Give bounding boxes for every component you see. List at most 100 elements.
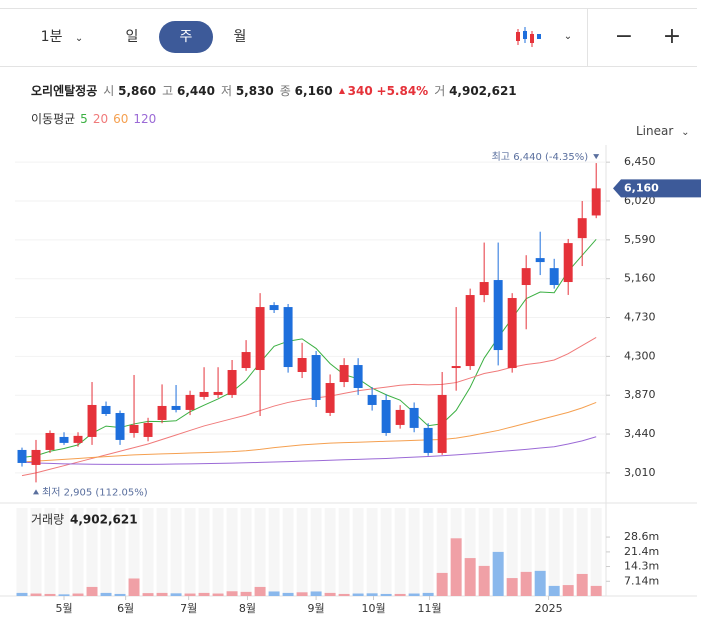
candle-body [591, 188, 601, 216]
volume-column-bg [380, 508, 392, 596]
quote-label: 저 [220, 84, 232, 98]
volume-bar [114, 593, 126, 596]
low-annotation: 최저 2,905 (112.05%) [42, 486, 148, 498]
ma-line [21, 336, 597, 477]
interval-select[interactable]: 1분 ⌄ [40, 29, 84, 45]
y-tick-label: 3,010 [624, 466, 656, 479]
candle-body [101, 405, 111, 415]
volume-column-bg [58, 508, 70, 596]
toolbar: 1분 ⌄ 일 주 월 ⌄ − + [0, 8, 697, 67]
quote-value: 5,860 [118, 84, 157, 98]
quote-value: 6,440 [176, 84, 215, 98]
candle-body [479, 282, 489, 296]
volume-bar [590, 585, 602, 596]
candle-body [577, 218, 587, 239]
volume-column-bg [282, 508, 294, 596]
volume-column-bg [128, 508, 140, 596]
y-tick-label: 6,450 [624, 155, 656, 168]
x-tick-label: 11월 [417, 602, 441, 615]
y-tick-label: 5,590 [624, 233, 656, 246]
candle-body [129, 424, 139, 433]
volume-column-bg [576, 508, 588, 596]
y-tick-label: 3,870 [624, 388, 656, 401]
candle-body [185, 394, 195, 410]
quote-label: 종 [279, 84, 291, 98]
volume-column-bg [338, 508, 350, 596]
y-tick-label: 5,160 [624, 272, 656, 285]
volume-column-bg [520, 508, 532, 596]
volume-column-bg [324, 508, 336, 596]
x-tick-label: 7월 [180, 602, 197, 615]
volume-bar [254, 586, 266, 596]
volume-column-bg [422, 508, 434, 596]
volume-bar [408, 593, 420, 596]
tab[interactable]: 주 [159, 21, 213, 53]
volume-bar [58, 594, 70, 596]
zoom-out[interactable]: − [614, 24, 634, 49]
candle-body [311, 355, 321, 401]
tab[interactable]: 월 [233, 29, 247, 45]
quote-value: 6,160 [294, 84, 333, 98]
volume-bar [86, 586, 98, 596]
volume-column-bg [492, 508, 504, 596]
candle-body [465, 295, 475, 367]
volume-column-bg [394, 508, 406, 596]
volume-bar [268, 591, 280, 596]
candle-body [521, 268, 531, 286]
candle-body [171, 405, 181, 410]
chart-type[interactable] [512, 21, 542, 53]
volume-bar [296, 592, 308, 596]
candle-body [199, 391, 209, 397]
tab[interactable]: 일 [125, 29, 139, 45]
volume-column-bg [366, 508, 378, 596]
ma-legend-item: 60 [113, 112, 129, 126]
x-tick-label: 6월 [117, 602, 134, 615]
volume-column-bg [590, 508, 602, 596]
volume-column-bg [16, 508, 28, 596]
y-tick-label: 6,020 [624, 194, 656, 207]
volume-bar [72, 593, 84, 596]
volume-column-bg [226, 508, 238, 596]
volume-column-bg [506, 508, 518, 596]
candle-body [255, 307, 265, 371]
volume-bar [338, 593, 350, 596]
volume-column-bg [72, 508, 84, 596]
volume-bar [548, 585, 560, 596]
chart-type-menu[interactable]: ⌄ [563, 31, 573, 42]
volume-bar [352, 593, 364, 596]
volume-bar [240, 591, 252, 596]
volume-bar [184, 593, 196, 596]
candle-body [45, 432, 55, 450]
volume-bar [380, 593, 392, 596]
volume-title: 거래량 [31, 513, 64, 527]
interval: 1분 [40, 29, 63, 45]
volume-bar [282, 592, 294, 596]
ma-line [21, 436, 597, 465]
volume-column-bg [142, 508, 154, 596]
volume-label: 거 [434, 84, 446, 98]
candle-body [73, 435, 83, 443]
volume-bar [534, 570, 546, 596]
volume-bar [30, 593, 42, 596]
volume-column-bg [450, 508, 462, 596]
volume-value: 4,902,621 [449, 84, 517, 98]
candle-body [115, 413, 125, 440]
volume-bar [226, 591, 238, 596]
volume-bar [436, 572, 448, 596]
zoom-in[interactable]: + [662, 24, 682, 49]
candle-body [423, 427, 433, 453]
volume-bar [562, 585, 574, 596]
volume-column-bg [30, 508, 42, 596]
candle-body [353, 365, 363, 388]
ma-label: 이동평균 [31, 112, 76, 126]
x-tick-label: 9월 [308, 602, 325, 615]
candle-body [31, 449, 41, 465]
scale-select[interactable]: Linear ⌄ [636, 124, 690, 138]
candle-body [227, 370, 237, 395]
ma-line [21, 401, 597, 463]
stock-name: 오리엔탈정공 [31, 84, 98, 98]
y-tick-label: 3,440 [624, 427, 656, 440]
candle-body [493, 280, 503, 351]
volume-column-bg [534, 508, 546, 596]
